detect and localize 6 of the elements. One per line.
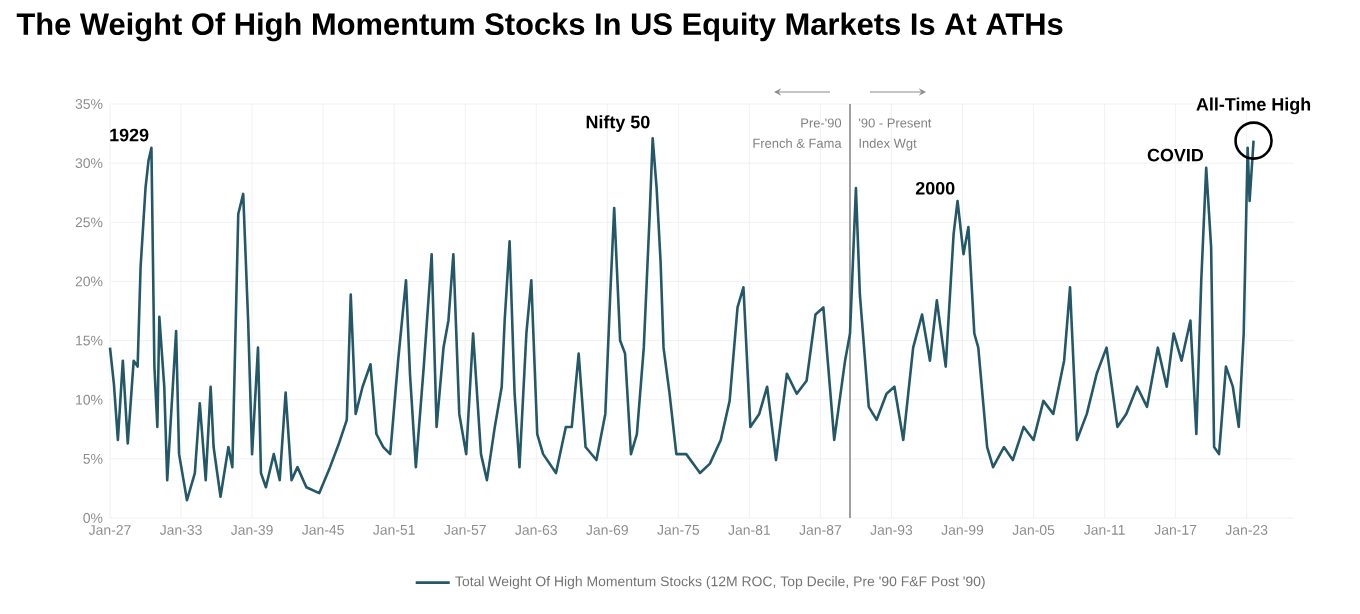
annotation: Nifty 50 bbox=[586, 115, 650, 132]
annotation: 1929 bbox=[110, 128, 149, 142]
annotation: 2000 bbox=[915, 181, 955, 195]
chart-title: The Weight Of High Momentum Stocks In US Equity Markets Is At ATHs bbox=[16, 12, 1063, 42]
annotation: All-Time High bbox=[1196, 97, 1311, 115]
annotation: COVID bbox=[1147, 148, 1204, 162]
